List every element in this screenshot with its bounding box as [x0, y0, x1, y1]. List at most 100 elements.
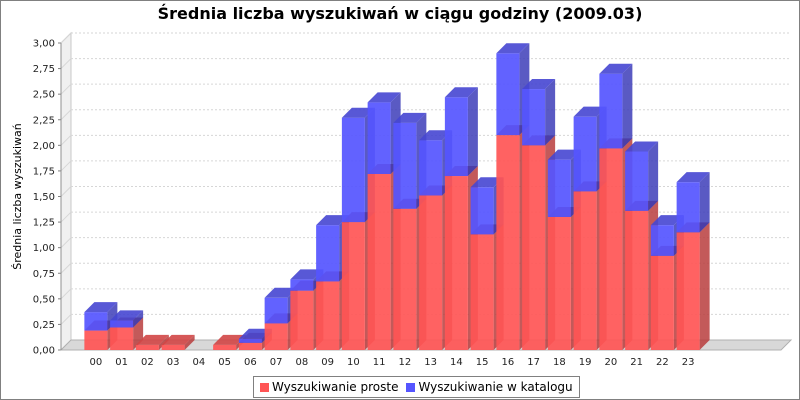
legend-swatch-simple — [260, 382, 269, 392]
bar-catalog-top — [264, 287, 298, 298]
bar-catalog-top — [522, 79, 556, 90]
bar-simple — [316, 281, 340, 350]
x-tick-label: 10 — [347, 357, 360, 368]
bar-simple — [110, 327, 134, 350]
bar-catalog — [573, 116, 597, 192]
bar-catalog-top — [316, 215, 350, 226]
bar-catalog-top — [650, 215, 684, 226]
chart-title: Średnia liczba wyszukiwań w ciągu godzin… — [157, 4, 643, 23]
bar-simple — [238, 342, 262, 350]
bar-catalog-top — [84, 302, 118, 313]
bar-simple — [135, 344, 159, 350]
bar-catalog — [625, 151, 649, 211]
bar-catalog — [290, 279, 314, 291]
bar-catalog-top — [238, 328, 272, 339]
gridline-side — [60, 314, 72, 325]
x-tick-label: 13 — [424, 357, 437, 368]
y-tick-label: 2,50 — [33, 90, 55, 101]
y-tick-label: 2,25 — [33, 115, 55, 126]
x-tick-label: 11 — [373, 357, 386, 368]
bar-catalog — [316, 225, 340, 282]
bar-simple — [547, 216, 571, 350]
bar-simple — [161, 344, 185, 350]
bar-simple — [419, 195, 443, 350]
gridline-side — [60, 211, 72, 223]
x-tick-label: 18 — [553, 357, 566, 368]
bar-catalog-side — [545, 79, 556, 146]
y-tick-label: 0,00 — [33, 346, 55, 357]
bar-catalog — [419, 140, 443, 196]
x-tick-label: 20 — [605, 357, 618, 368]
x-tick-label: 01 — [115, 357, 128, 368]
y-tick-label: 0,50 — [33, 294, 55, 305]
bar-simple — [444, 176, 468, 350]
bar-catalog-top — [367, 92, 401, 103]
bar-catalog — [496, 53, 520, 136]
x-tick-label: 03 — [167, 357, 180, 368]
y-tick-label: 1,00 — [33, 243, 55, 254]
x-tick-label: 07 — [270, 357, 283, 368]
bar-catalog — [341, 117, 365, 223]
bar-catalog — [599, 73, 623, 149]
bar-simple — [676, 232, 700, 350]
gridline-side — [60, 58, 72, 69]
x-tick-label: 09 — [321, 357, 334, 368]
bar-catalog-top — [625, 141, 659, 152]
bar-simple — [367, 173, 391, 350]
x-tick-label: 12 — [399, 357, 412, 368]
bar-simple-top — [161, 334, 195, 345]
x-tick-label: 21 — [630, 357, 643, 368]
bar-simple-side — [184, 334, 195, 350]
bar-simple — [496, 135, 520, 350]
bar-catalog-top — [676, 172, 710, 183]
legend-label-catalog: Wyszukiwanie w katalogu — [418, 380, 573, 394]
gridline-side — [60, 160, 72, 172]
gridline-side — [60, 262, 72, 274]
y-tick-label: 1,25 — [33, 218, 55, 229]
bar-catalog-top — [573, 106, 607, 117]
y-tick-label: 2,75 — [33, 64, 55, 75]
x-tick-label: 05 — [218, 357, 231, 368]
y-tick-label: 1,75 — [33, 166, 55, 177]
gridline-side — [60, 186, 72, 197]
bar-catalog-top — [547, 149, 581, 160]
gridline-side — [60, 109, 72, 121]
y-tick-label: 1,50 — [33, 192, 55, 203]
bar-simple — [84, 330, 108, 350]
bar-catalog-top — [470, 177, 504, 188]
bar-catalog-top — [444, 87, 478, 98]
bar-simple-side — [699, 222, 710, 350]
x-tick-label: 19 — [579, 357, 592, 368]
bar-simple — [213, 344, 237, 350]
bar-catalog — [470, 187, 494, 235]
bar-catalog-top — [599, 63, 633, 74]
bar-catalog-side — [107, 302, 118, 331]
x-tick-label: 14 — [450, 357, 463, 368]
bar-simple-top — [135, 334, 169, 345]
legend-item-catalog: Wyszukiwanie w katalogu — [406, 380, 573, 394]
legend-item-simple: Wyszukiwanie proste — [260, 380, 398, 394]
legend: Wyszukiwanie proste Wyszukiwanie w katal… — [253, 376, 580, 398]
bar-catalog — [676, 182, 700, 233]
bar-catalog — [264, 297, 288, 324]
x-tick-label: 17 — [527, 357, 540, 368]
bar-simple — [470, 234, 494, 350]
x-tick-label: 16 — [502, 357, 515, 368]
bar-catalog-top — [110, 310, 144, 321]
bar-catalog — [238, 338, 262, 343]
bar-simple — [341, 222, 365, 350]
bar-catalog-side — [622, 63, 633, 149]
x-tick-label: 22 — [656, 357, 669, 368]
bar-simple — [599, 148, 623, 350]
bar-catalog — [110, 320, 134, 328]
y-tick-label: 2,00 — [33, 141, 55, 152]
bar-catalog-top — [419, 130, 453, 141]
x-tick-label: 08 — [296, 357, 309, 368]
gridline-side — [60, 134, 72, 146]
y-tick-label: 0,25 — [33, 320, 55, 331]
x-tick-label: 02 — [141, 357, 154, 368]
bar-simple-side — [158, 334, 169, 350]
y-tick-label: 0,75 — [33, 269, 55, 280]
